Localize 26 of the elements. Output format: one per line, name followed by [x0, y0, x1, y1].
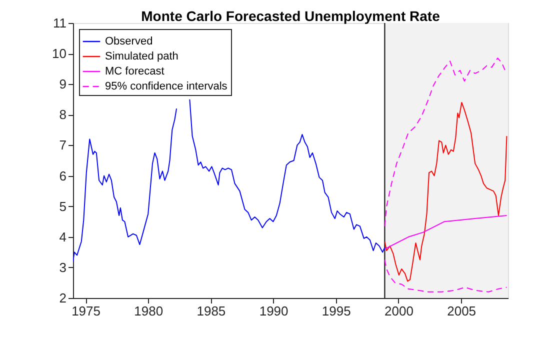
y-tick-label: 9 — [59, 76, 66, 92]
y-tick-label: 4 — [59, 229, 66, 244]
x-tick-label: 1980 — [134, 304, 164, 318]
y-tick-label: 10 — [52, 46, 66, 62]
x-tick-label: 1995 — [322, 304, 351, 318]
y-tick-label: 7 — [59, 138, 66, 153]
x-tick-label: 1990 — [259, 304, 288, 318]
legend-label: MC forecast — [105, 66, 164, 78]
line-series — [384, 259, 508, 292]
y-tick-label: 8 — [59, 107, 66, 122]
legend-label: Observed — [105, 36, 153, 48]
line-series — [384, 215, 508, 250]
y-tick-label: 5 — [59, 198, 66, 214]
x-tick-label: 1985 — [196, 304, 226, 318]
y-tick-label: 2 — [59, 290, 66, 306]
legend-label: 95% confidence intervals — [105, 80, 228, 92]
y-tick-label: 3 — [59, 260, 66, 275]
x-tick-label: 2000 — [384, 304, 414, 318]
line-series — [384, 58, 506, 227]
x-tick-label: 2005 — [447, 304, 476, 318]
chart-title: Monte Carlo Forecasted Unemployment Rate — [141, 8, 440, 24]
x-tick-label: 1975 — [72, 304, 100, 318]
y-tick-label: 6 — [59, 168, 66, 184]
line-series — [384, 102, 508, 282]
y-tick-label: 11 — [53, 16, 66, 30]
legend-label: Simulated path — [105, 50, 178, 62]
